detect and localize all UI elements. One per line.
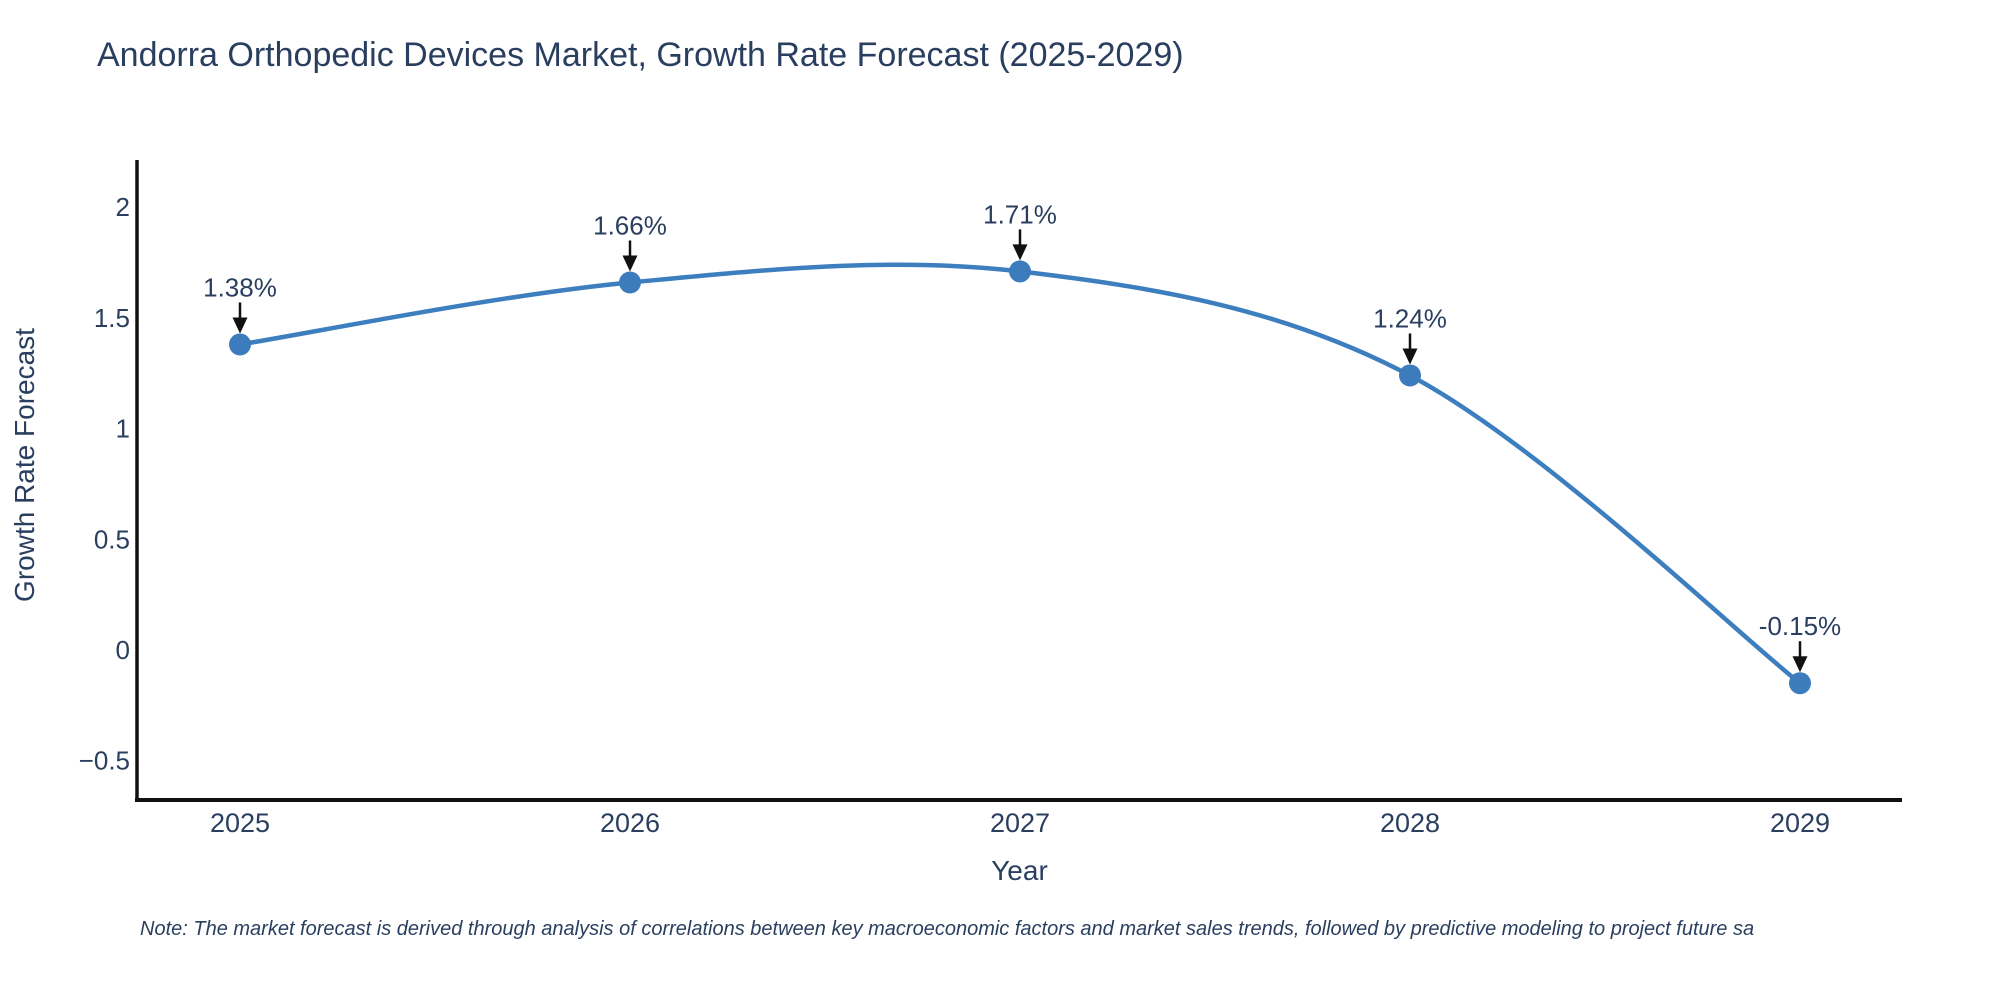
y-tick-label: 1 <box>116 414 130 444</box>
series-line <box>237 262 1803 686</box>
data-point-2028 <box>1399 364 1421 387</box>
annotation-label: 1.66% <box>593 210 667 240</box>
annotation-arrowhead <box>232 317 248 334</box>
annotation-arrowhead <box>1402 348 1418 365</box>
y-tick-label: 0.5 <box>94 524 130 554</box>
data-point-2026 <box>619 271 641 294</box>
data-point-2025 <box>229 333 251 356</box>
x-tick-label: 2026 <box>600 808 660 838</box>
y-tick-label: −0.5 <box>79 746 130 776</box>
x-tick-label: 2029 <box>1770 808 1830 838</box>
footnote: Note: The market forecast is derived thr… <box>140 918 1755 940</box>
annotation-arrowhead <box>622 255 638 272</box>
x-tick-label: 2027 <box>990 808 1050 838</box>
annotation-label: 1.71% <box>983 199 1057 229</box>
y-tick-label: 0 <box>116 635 130 665</box>
y-tick-label: 2 <box>116 192 130 222</box>
annotation-label: 1.38% <box>203 272 277 302</box>
y-tick-label: 1.5 <box>94 303 130 333</box>
data-point-2029 <box>1789 672 1811 695</box>
annotation-label: 1.24% <box>1373 303 1447 333</box>
chart-title: Andorra Orthopedic Devices Market, Growt… <box>97 36 1184 74</box>
x-tick-label: 2028 <box>1380 808 1440 838</box>
annotation-arrowhead <box>1792 656 1808 673</box>
y-axis-title: Growth Rate Forecast <box>9 328 40 602</box>
annotation-label: -0.15% <box>1759 611 1841 641</box>
x-tick-label: 2025 <box>210 808 270 838</box>
x-axis-title: Year <box>991 855 1048 886</box>
annotation-arrowhead <box>1012 244 1028 261</box>
data-point-2027 <box>1009 260 1031 283</box>
